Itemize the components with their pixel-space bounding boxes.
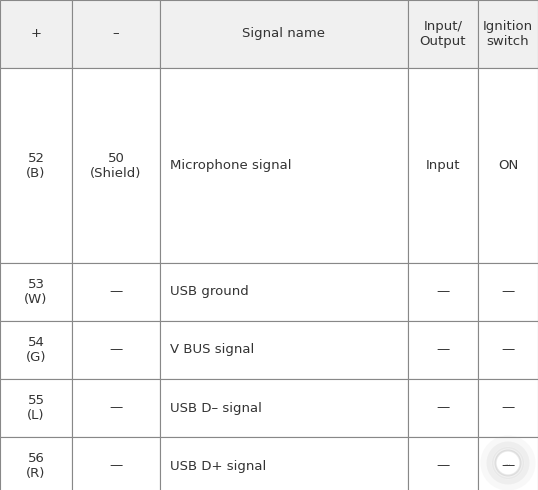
Bar [478, 68, 538, 263]
Bar [160, 437, 408, 490]
Text: —: — [501, 286, 515, 298]
Text: USB D– signal: USB D– signal [170, 401, 262, 415]
Text: 53
(W): 53 (W) [24, 278, 48, 306]
Text: Input/
Output: Input/ Output [420, 20, 466, 48]
Bar [0, 68, 72, 263]
Bar [160, 379, 408, 437]
Text: ...: ... [505, 460, 512, 466]
Text: —: — [501, 460, 515, 472]
Bar [0, 0, 72, 68]
Bar [72, 263, 160, 321]
Text: V BUS signal: V BUS signal [170, 343, 254, 357]
Text: 56
(R): 56 (R) [26, 452, 46, 480]
Text: —: — [109, 343, 123, 357]
Text: —: — [436, 343, 450, 357]
Text: ON: ON [498, 159, 518, 172]
Bar [0, 263, 72, 321]
Text: —: — [109, 460, 123, 472]
Bar [408, 437, 478, 490]
Bar [160, 68, 408, 263]
Bar [160, 0, 408, 68]
Bar [72, 321, 160, 379]
Bar [408, 0, 478, 68]
Bar [478, 437, 538, 490]
Text: —: — [501, 401, 515, 415]
Bar [72, 379, 160, 437]
Bar [72, 0, 160, 68]
Bar [72, 437, 160, 490]
Text: 50
(Shield): 50 (Shield) [90, 151, 141, 179]
Text: —: — [436, 401, 450, 415]
Bar [478, 263, 538, 321]
Text: —: — [436, 286, 450, 298]
Bar [160, 263, 408, 321]
Text: –: – [112, 27, 119, 41]
Text: USB D+ signal: USB D+ signal [170, 460, 266, 472]
Bar [160, 321, 408, 379]
Text: USB ground: USB ground [170, 286, 249, 298]
Text: 55
(L): 55 (L) [27, 394, 45, 422]
Bar [0, 321, 72, 379]
Bar [408, 379, 478, 437]
Text: —: — [501, 343, 515, 357]
Text: —: — [109, 286, 123, 298]
Text: Ignition
switch: Ignition switch [483, 20, 533, 48]
Text: 52
(B): 52 (B) [26, 151, 46, 179]
Text: Input: Input [426, 159, 460, 172]
Text: Microphone signal: Microphone signal [170, 159, 292, 172]
Text: +: + [31, 27, 41, 41]
Bar [0, 437, 72, 490]
Bar [478, 321, 538, 379]
Bar [408, 321, 478, 379]
Bar [408, 263, 478, 321]
Text: Signal name: Signal name [243, 27, 325, 41]
Bar [408, 68, 478, 263]
Bar [478, 379, 538, 437]
Bar [0, 379, 72, 437]
Bar [72, 68, 160, 263]
Bar [478, 0, 538, 68]
Text: —: — [436, 460, 450, 472]
Text: —: — [109, 401, 123, 415]
Text: 54
(G): 54 (G) [26, 336, 46, 364]
